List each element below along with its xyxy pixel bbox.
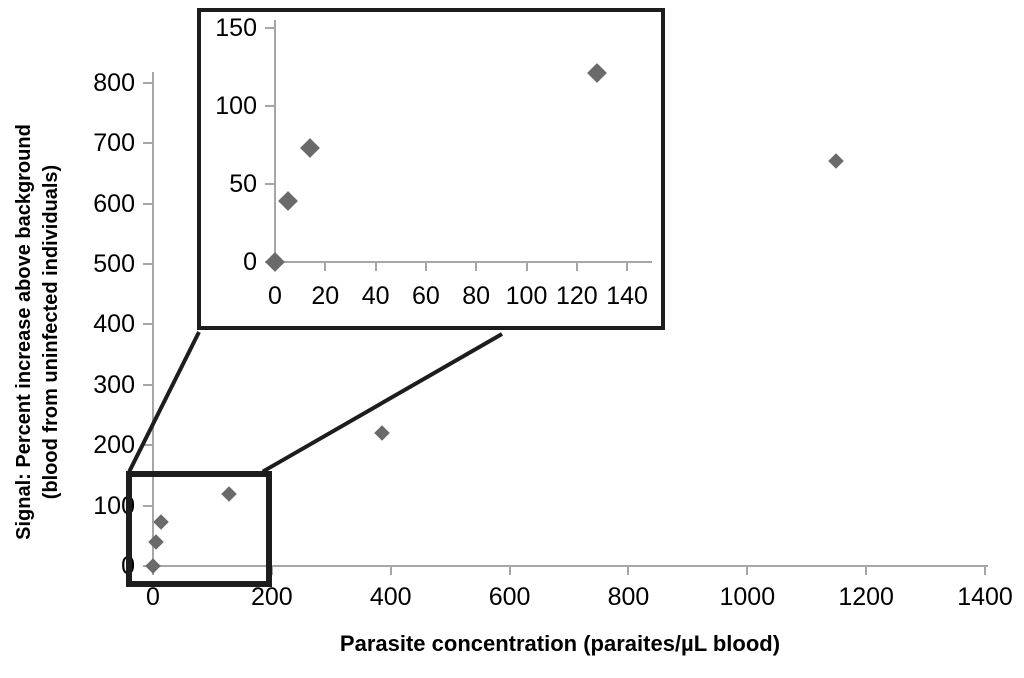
- inset-y-tick: [265, 183, 274, 185]
- main-y-tick-label: 800: [93, 68, 135, 97]
- zoom-callout-line-right: [261, 332, 503, 474]
- main-y-tick-label: 200: [93, 431, 135, 460]
- inset-x-tick: [575, 263, 578, 271]
- main-y-tick: [143, 504, 152, 507]
- inset-x-tick-label: 0: [268, 282, 282, 310]
- main-x-tick-label: 200: [251, 583, 293, 611]
- inset-x-tick: [424, 263, 427, 271]
- main-data-point: [374, 425, 390, 441]
- main-data-point: [828, 153, 845, 170]
- main-y-tick: [143, 142, 152, 145]
- main-y-tick: [143, 383, 152, 386]
- inset-x-tick-label: 20: [311, 282, 340, 310]
- main-x-tick-label: 800: [607, 583, 650, 611]
- inset-x-tick-label: 120: [555, 282, 598, 310]
- inset-x-tick-label: 40: [361, 282, 390, 310]
- main-y-tick-label: 300: [93, 370, 135, 399]
- main-x-tick: [746, 567, 749, 575]
- main-x-tick: [270, 567, 273, 575]
- main-y-tick-label: 400: [93, 310, 135, 339]
- inset-x-tick: [475, 263, 478, 271]
- main-y-tick: [143, 263, 152, 265]
- main-x-tick: [984, 567, 987, 575]
- main-y-tick: [143, 81, 152, 84]
- inset-x-tick-label: 100: [505, 282, 548, 310]
- inset-y-tick-label: 150: [215, 14, 257, 42]
- main-y-tick-label: 700: [93, 129, 135, 158]
- main-x-tick-label: 0: [146, 583, 160, 611]
- inset-x-tick: [374, 263, 377, 271]
- main-y-tick-label: 0: [121, 552, 135, 580]
- main-x-tick: [389, 567, 392, 575]
- inset-y-tick-label: 100: [215, 92, 257, 120]
- main-x-tick-label: 1200: [838, 583, 894, 611]
- inset-y-tick-label: 50: [229, 170, 257, 198]
- y-axis-title-line1: Signal: Percent increase above backgroun…: [13, 124, 35, 540]
- main-x-tick-label: 600: [488, 583, 531, 611]
- x-axis-title: Parasite concentration (paraites/µL bloo…: [339, 631, 781, 656]
- main-y-tick: [143, 444, 152, 447]
- main-x-tick-label: 1000: [719, 583, 776, 611]
- inset-y-axis-line: [274, 20, 276, 270]
- inset-x-tick: [626, 263, 629, 271]
- inset-x-tick-label: 60: [411, 282, 440, 310]
- main-y-tick-label: 100: [93, 491, 135, 520]
- main-x-tick-label: 1400: [957, 583, 1013, 611]
- inset-x-tick-label: 140: [606, 282, 648, 310]
- inset-x-tick-label: 80: [462, 282, 491, 310]
- zoom-callout-line-left: [127, 331, 201, 473]
- main-x-axis-line: [153, 565, 988, 567]
- inset-y-tick: [265, 27, 274, 29]
- main-x-tick: [627, 567, 630, 575]
- inset-x-axis-line: [275, 261, 652, 263]
- main-y-tick: [143, 202, 152, 205]
- main-x-tick-label: 400: [369, 583, 412, 611]
- main-x-tick: [865, 567, 868, 575]
- inset-y-tick: [265, 105, 274, 107]
- inset-x-tick: [525, 263, 528, 271]
- main-y-tick-label: 600: [93, 189, 135, 218]
- inset-y-tick-label: 0: [243, 248, 257, 276]
- inset-x-tick: [324, 263, 327, 271]
- main-y-tick-label: 500: [93, 250, 135, 278]
- main-y-tick: [143, 323, 152, 326]
- zoom-region-rectangle: [126, 470, 272, 588]
- main-y-axis-line: [152, 72, 154, 574]
- main-x-tick: [508, 567, 511, 575]
